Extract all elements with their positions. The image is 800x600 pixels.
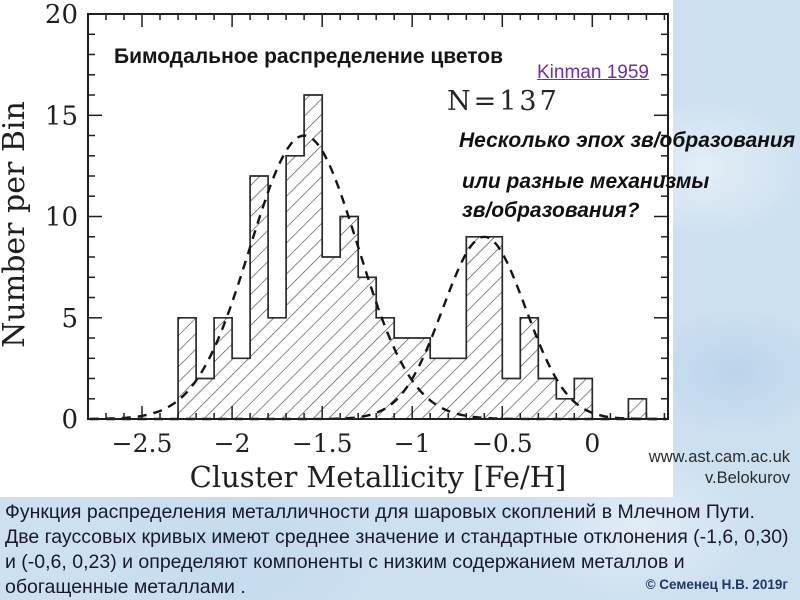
y-axis-label: Number per Bin (0, 101, 32, 348)
svg-text:0: 0 (584, 429, 600, 458)
svg-text:5: 5 (61, 304, 78, 334)
svg-text:10: 10 (45, 203, 78, 233)
svg-text:−2: −2 (214, 429, 251, 458)
source-attribution: www.ast.cam.ac.uk v.Belokurov (558, 447, 790, 489)
n-count-label: N=137 (447, 86, 560, 117)
source-url: www.ast.cam.ac.uk (648, 448, 790, 466)
svg-text:20: 20 (45, 0, 78, 30)
x-axis-label: Cluster Metallicity [Fe/H] (190, 460, 567, 494)
chart-title: Бимодальное распределение цветов (114, 45, 504, 68)
caption-text: Функция распределения металличности для … (5, 501, 789, 598)
metallicity-histogram-chart: −2.5 −2 −1.5 −1 −0.5 0 0 5 10 15 20 Cluster Metalli… (0, 0, 669, 494)
annotation-mechanisms: или разные механизмы зв/образования? (462, 167, 709, 225)
svg-text:−1.5: −1.5 (292, 429, 353, 458)
svg-text:−0.5: −0.5 (472, 429, 533, 458)
source-author: v.Belokurov (705, 469, 790, 487)
annotation-mechanisms-line1: или разные механизмы (462, 170, 710, 193)
svg-text:15: 15 (45, 101, 78, 131)
svg-text:−1: −1 (394, 429, 431, 458)
annotation-star-formation-epochs: Несколько эпох зв/образования (459, 129, 796, 152)
axis-tick-labels: −2.5 −2 −1.5 −1 −0.5 0 0 5 10 15 20 (45, 0, 600, 458)
svg-text:−2.5: −2.5 (112, 429, 173, 458)
annotation-mechanisms-line2: зв/образования? (462, 199, 640, 222)
histogram-bars (177, 94, 648, 420)
svg-text:0: 0 (61, 405, 78, 435)
plot-frame (87, 13, 669, 420)
copyright-text: © Семенец Н.В. 2019г (645, 577, 788, 592)
kinman-reference-link[interactable]: Kinman 1959 (537, 62, 649, 83)
